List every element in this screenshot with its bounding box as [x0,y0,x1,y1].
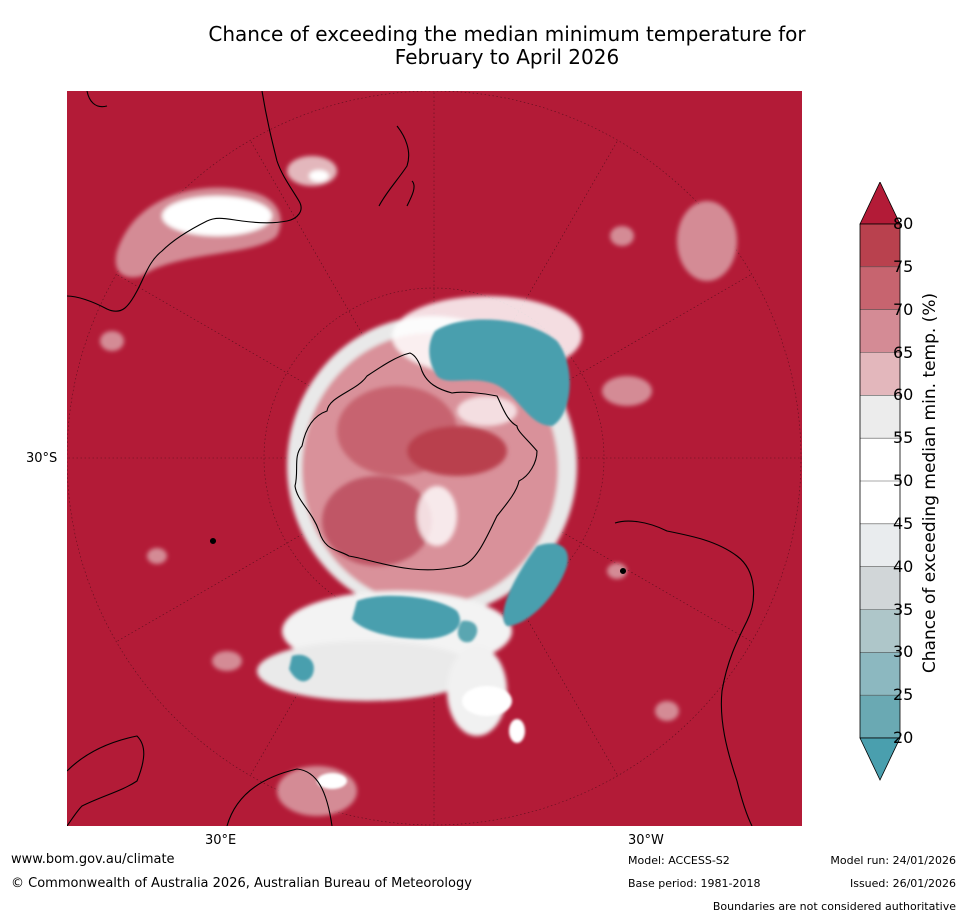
footer-model-run: Model run: 24/01/2026 [830,854,956,867]
footer-disclaimer: Boundaries are not considered authoritat… [712,900,956,913]
colorbar-band [860,438,900,481]
footer-copyright: © Commonwealth of Australia 2026, Austra… [11,876,472,891]
footer-base-period: Base period: 1981-2018 [628,877,761,890]
colorbar-tick-label: 40 [893,556,914,576]
polar-map [67,91,802,826]
colorbar-band [860,523,900,567]
colorbar-tick-label: 80 [893,214,914,233]
new-zealand-coastline [378,125,415,207]
colorbar-tick-label: 60 [893,385,914,405]
colorbar-tick-label: 35 [893,599,914,619]
australia-coastline [67,91,302,312]
colorbar-tick-label: 65 [893,342,914,362]
colorbar-band [860,695,900,738]
colorbar-tick-label: 75 [893,256,914,276]
africa-coastline [67,735,333,826]
colorbar-tick-label: 70 [893,299,914,319]
latitude-label-30s: 30°S [26,451,58,466]
colorbar-svg [859,181,901,781]
colorbar [858,181,902,782]
footer-issued: Issued: 26/01/2026 [849,877,956,890]
colorbar-band [860,609,900,653]
colorbar-title: Chance of exceeding median min. temp. (%… [920,292,940,674]
colorbar-band [860,309,900,353]
colorbar-band [860,652,900,696]
map-title-line2: February to April 2026 [394,45,620,69]
colorbar-band [860,224,900,267]
polar-map-svg [67,91,802,826]
colorbar-band [860,481,900,524]
coastlines [67,91,755,826]
longitude-label-30w: 30°W [628,833,664,848]
colorbar-tick-label: 45 [893,513,914,533]
antarctica-coastline [294,352,538,571]
footer-website: www.bom.gov.au/climate [11,852,175,867]
colorbar-tick-label: 20 [893,728,914,747]
colorbar-under-triangle [859,737,901,781]
colorbar-tick-label: 25 [893,685,914,705]
colorbar-band [860,266,900,310]
colorbar-band [860,395,900,439]
colorbar-tick-label: 50 [893,471,914,490]
colorbar-band [860,352,900,396]
colorbar-tick-label: 55 [893,428,914,448]
probability-field [100,156,737,816]
colorbar-tick-label: 30 [893,642,914,662]
longitude-label-30e: 30°E [205,833,237,848]
south-america-coastline [614,520,755,826]
map-title-line1: Chance of exceeding the median minimum t… [208,22,806,46]
footer-model: Model: ACCESS-S2 [628,854,730,867]
colorbar-band [860,566,900,610]
